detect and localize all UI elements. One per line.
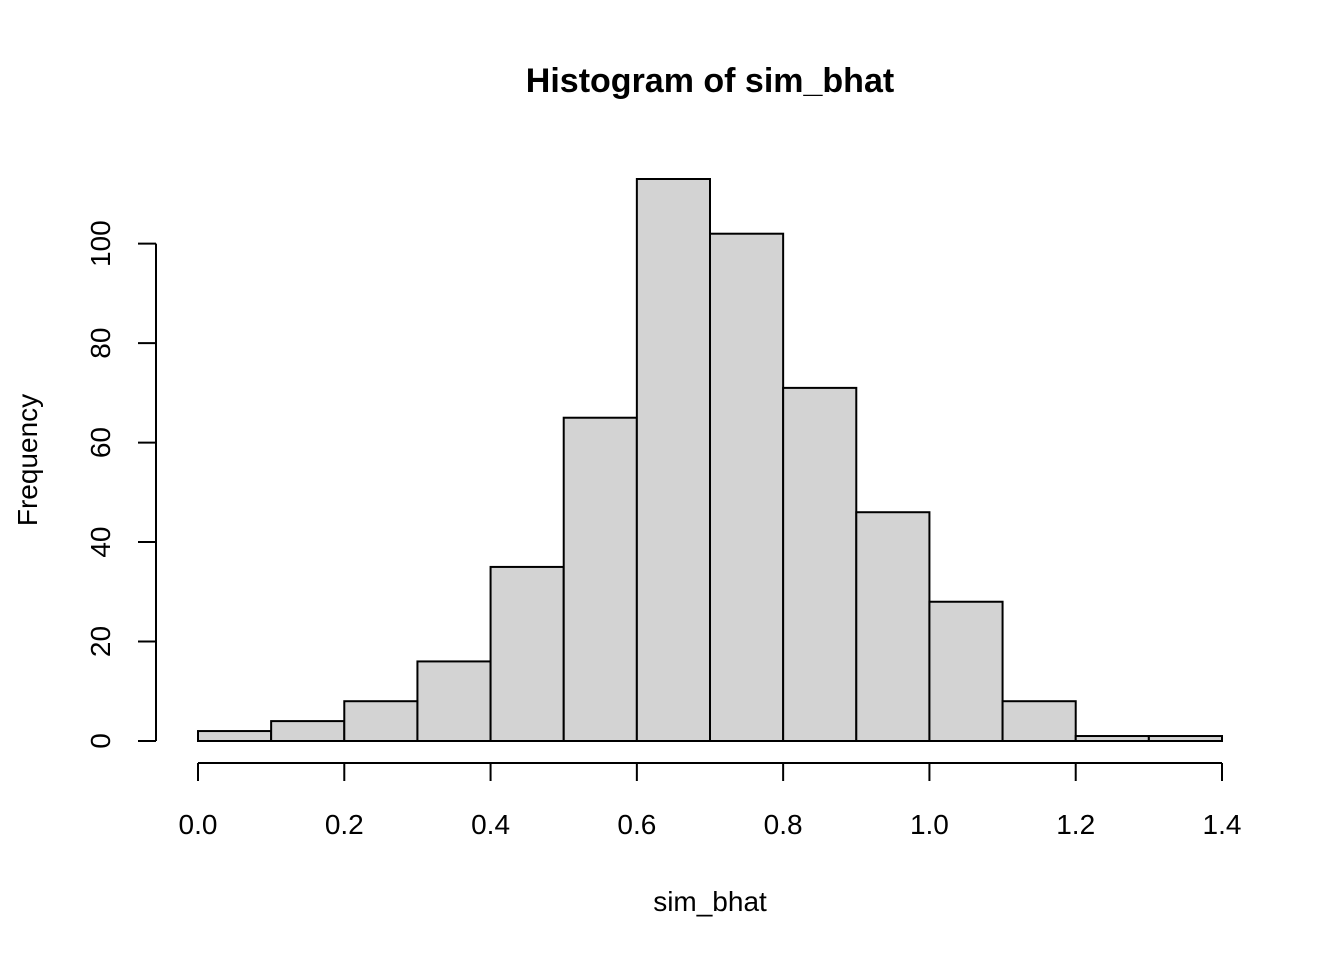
- histogram-bar: [416, 660, 492, 743]
- y-tick-label: 40: [85, 526, 116, 557]
- histogram-bars: [197, 178, 1224, 743]
- x-axis: 0.0 0.2 0.4 0.6 0.8 1.0 1.2 1.4: [179, 762, 1242, 840]
- x-tick-label: 0.4: [471, 809, 510, 840]
- histogram-bar: [197, 730, 273, 743]
- y-tick-label: 100: [85, 220, 116, 267]
- x-tick-label: 1.4: [1203, 809, 1242, 840]
- chart-title: Histogram of sim_bhat: [526, 62, 894, 100]
- histogram-bar: [782, 386, 858, 742]
- histogram-bar: [489, 565, 565, 742]
- histogram-bar: [635, 178, 711, 742]
- histogram-bar: [855, 511, 931, 743]
- histogram-bar: [1001, 700, 1077, 743]
- y-axis-label: Frequency: [12, 394, 43, 526]
- x-tick-label: 0.0: [179, 809, 218, 840]
- x-tick-label: 0.2: [325, 809, 364, 840]
- histogram-bar: [270, 720, 346, 743]
- histogram-bar: [1147, 735, 1224, 743]
- x-tick-label: 1.2: [1056, 809, 1095, 840]
- histogram-bar: [562, 416, 638, 742]
- x-tick-label: 0.6: [617, 809, 656, 840]
- x-tick-label: 1.0: [910, 809, 949, 840]
- x-axis-label: sim_bhat: [653, 886, 767, 917]
- histogram-bar: [1074, 735, 1150, 743]
- histogram-bar: [928, 600, 1004, 742]
- y-tick-label: 0: [85, 733, 116, 749]
- histogram-bar: [709, 232, 785, 742]
- y-tick-label: 20: [85, 626, 116, 657]
- x-tick-label: 0.8: [764, 809, 803, 840]
- y-axis: 0 20 40 60 80 100: [85, 220, 157, 749]
- histogram-bar: [343, 700, 419, 743]
- y-tick-label: 80: [85, 328, 116, 359]
- y-tick-label: 60: [85, 427, 116, 458]
